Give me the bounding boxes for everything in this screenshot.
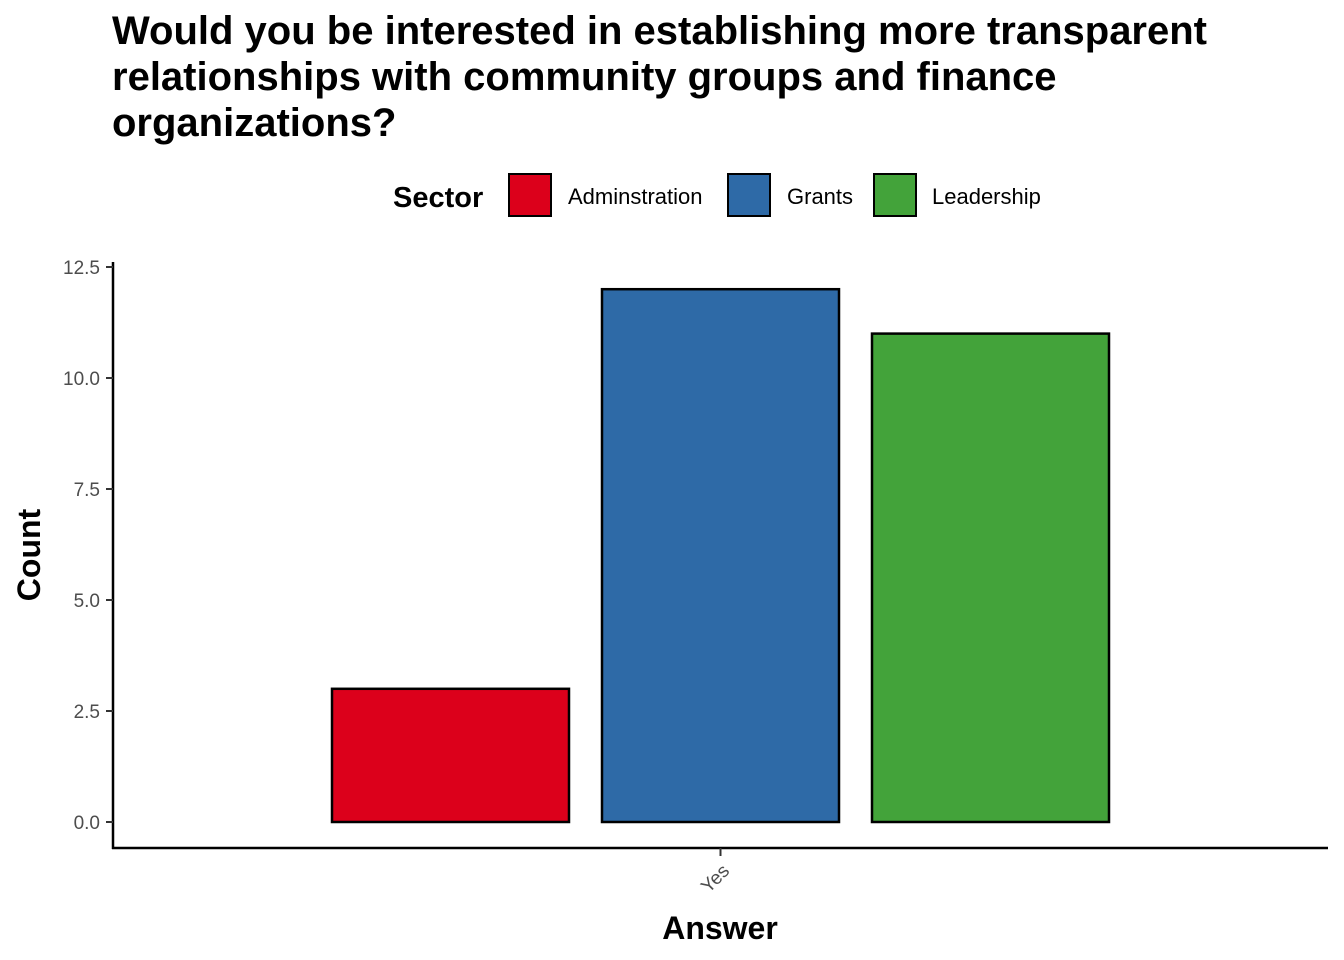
chart-title: Would you be interested in establishing …	[112, 9, 1207, 145]
x-tick-label: Yes	[697, 861, 734, 898]
y-axis-ticks: 0.0 2.5 5.0 7.5 10.0 12.5	[63, 258, 113, 834]
y-tick-label: 5.0	[74, 591, 100, 612]
legend-swatch-adminstration	[508, 173, 552, 217]
legend: Sector Adminstration Grants Leadership	[393, 173, 1041, 217]
bar-leadership-yes	[870, 332, 1111, 824]
bar-adminstration-yes	[330, 687, 571, 824]
y-axis-title: Count	[11, 508, 47, 601]
y-tick-label: 12.5	[63, 258, 100, 279]
legend-label-adminstration: Adminstration	[568, 184, 703, 209]
legend-label-grants: Grants	[787, 184, 853, 209]
legend-swatch-leadership	[873, 173, 917, 217]
bar-grants-yes	[600, 287, 841, 824]
plot-area	[330, 287, 1111, 824]
y-tick-label: 0.0	[74, 813, 100, 834]
legend-swatch-grants	[727, 173, 771, 217]
y-tick-label: 2.5	[74, 702, 100, 723]
legend-label-leadership: Leadership	[932, 184, 1041, 209]
y-tick-label: 10.0	[63, 369, 100, 390]
y-tick-label: 7.5	[74, 480, 100, 501]
x-axis-title: Answer	[662, 910, 778, 946]
legend-title: Sector	[393, 182, 483, 214]
x-axis-ticks: Yes	[697, 848, 734, 897]
